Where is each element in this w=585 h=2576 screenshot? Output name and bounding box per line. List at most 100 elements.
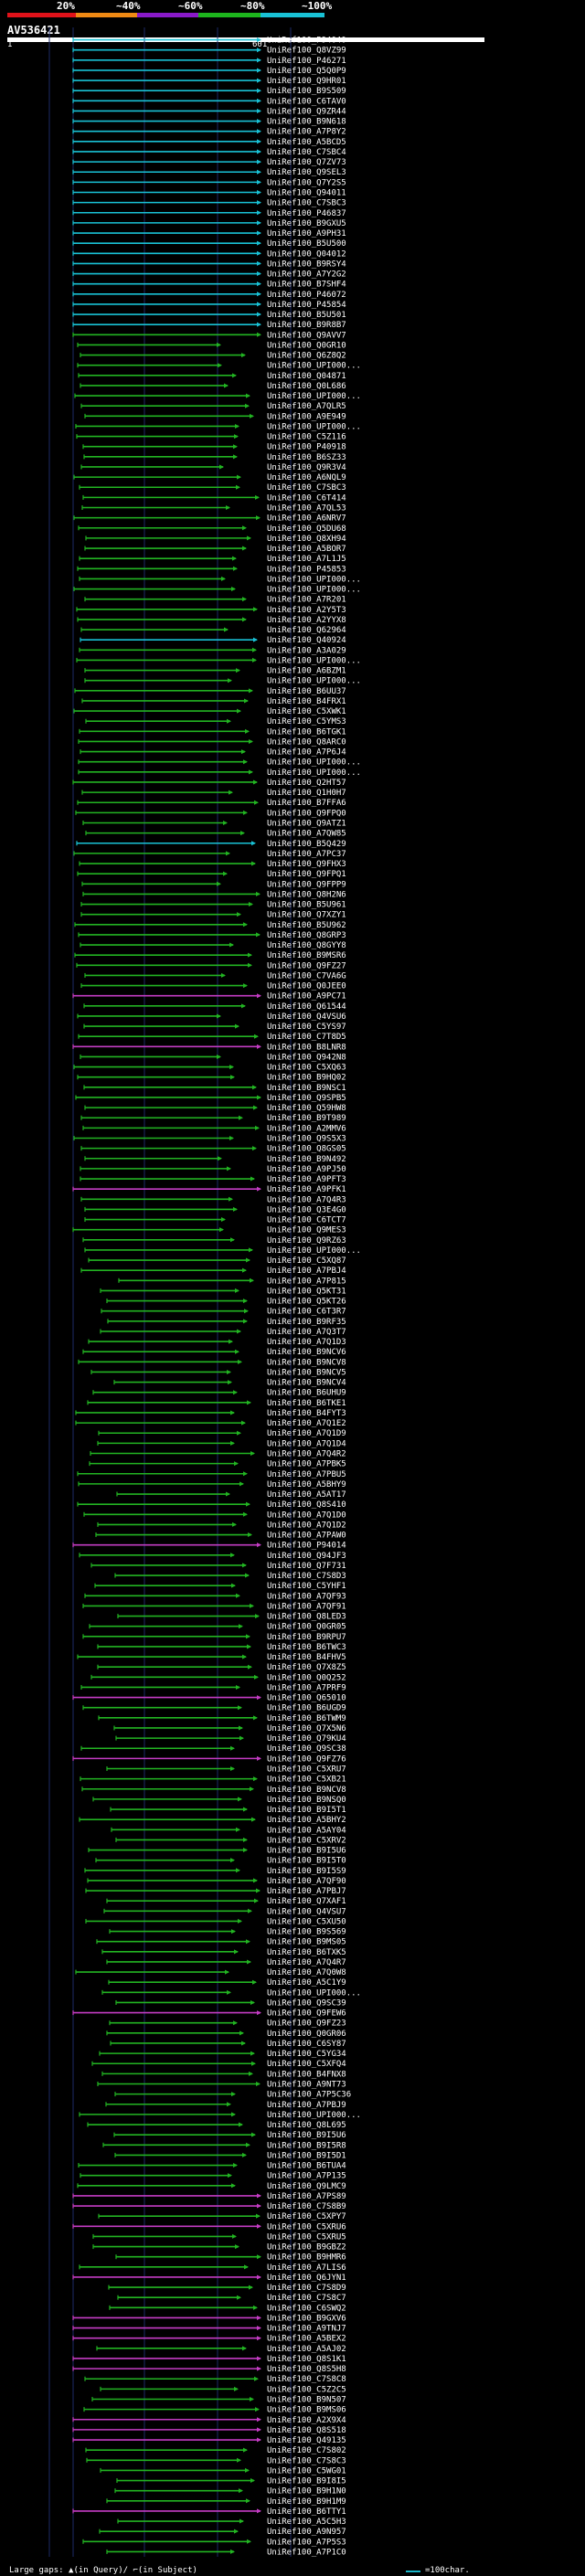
hit-label[interactable]: UniRef100_Q94JF3 — [267, 1552, 346, 1561]
hit-label[interactable]: UniRef100_C6TCT7 — [267, 1216, 346, 1225]
hit-label[interactable]: UniRef100_Q0L686 — [267, 382, 346, 391]
hit-label[interactable]: UniRef100_Q8LED3 — [267, 1613, 346, 1622]
hit-label[interactable]: UniRef100_C5XRU7 — [267, 1765, 346, 1775]
hit-label[interactable]: UniRef100_Q7Y2S5 — [267, 178, 346, 187]
hit-label[interactable]: UniRef100_Q8S518 — [267, 2426, 346, 2435]
hit-label[interactable]: UniRef100_C5YG34 — [267, 2050, 346, 2059]
hit-label[interactable]: UniRef100_Q4VSU6 — [267, 1012, 346, 1022]
hit-label[interactable]: UniRef100_A6NRV7 — [267, 514, 346, 524]
hit-label[interactable]: UniRef100_P46072 — [267, 291, 346, 300]
hit-label[interactable]: UniRef100_B7SHF4 — [267, 281, 346, 290]
hit-label[interactable]: UniRef100_Q9MES3 — [267, 1226, 346, 1235]
hit-label[interactable]: UniRef100_C7T8D5 — [267, 1033, 346, 1042]
hit-label[interactable]: UniRef100_P45854 — [267, 301, 346, 310]
hit-label[interactable]: UniRef100_Q0Q252 — [267, 1673, 346, 1682]
hit-label[interactable]: UniRef100_A7Q4R2 — [267, 1450, 346, 1459]
hit-label[interactable]: UniRef100_C6SY87 — [267, 2040, 346, 2049]
hit-label[interactable]: UniRef100_A7PC37 — [267, 850, 346, 859]
hit-label[interactable]: UniRef100_Q9FZ27 — [267, 961, 346, 970]
hit-label[interactable]: UniRef100_A7Q1D3 — [267, 1338, 346, 1347]
hit-label[interactable]: UniRef100_B6UHU9 — [267, 1389, 346, 1398]
hit-label[interactable]: UniRef100_B6UGD9 — [267, 1704, 346, 1713]
hit-label[interactable]: UniRef100_B9RF35 — [267, 1318, 346, 1327]
hit-label[interactable]: UniRef100_P94040 — [267, 37, 346, 46]
hit-label[interactable]: UniRef100_Q7F731 — [267, 1562, 346, 1571]
hit-label[interactable]: UniRef100_Q9FHX3 — [267, 860, 346, 869]
hit-label[interactable]: UniRef100_A9PH31 — [267, 229, 346, 239]
hit-label[interactable]: UniRef100_B6SZ33 — [267, 453, 346, 462]
hit-label[interactable]: UniRef100_B4FRX1 — [267, 697, 346, 706]
hit-label[interactable]: UniRef100_UPI000... — [267, 677, 361, 686]
hit-label[interactable]: UniRef100_C7S8B9 — [267, 2202, 346, 2211]
hit-label[interactable]: UniRef100_B9S509 — [267, 87, 346, 96]
hit-label[interactable]: UniRef100_Q8H2N6 — [267, 890, 346, 899]
hit-label[interactable]: UniRef100_C7SBC4 — [267, 148, 346, 157]
hit-label[interactable]: UniRef100_A2X9X4 — [267, 2416, 346, 2425]
hit-label[interactable]: UniRef100_Q94011 — [267, 189, 346, 198]
hit-label[interactable]: UniRef100_B9I5D1 — [267, 2151, 346, 2160]
hit-label[interactable]: UniRef100_Q9LMC9 — [267, 2182, 346, 2191]
hit-label[interactable]: UniRef100_B9GBZ2 — [267, 2243, 346, 2253]
hit-label[interactable]: UniRef100_A9NT73 — [267, 2081, 346, 2090]
hit-label[interactable]: UniRef100_B9NCV8 — [267, 1786, 346, 1795]
hit-label[interactable]: UniRef100_Q9SPB5 — [267, 1094, 346, 1103]
hit-label[interactable]: UniRef100_UPI000... — [267, 362, 361, 371]
hit-label[interactable]: UniRef100_Q65010 — [267, 1694, 346, 1703]
hit-label[interactable]: UniRef100_A9PFT3 — [267, 1175, 346, 1184]
hit-label[interactable]: UniRef100_A7P135 — [267, 2172, 346, 2181]
hit-label[interactable]: UniRef100_Q9FEW6 — [267, 2009, 346, 2019]
hit-label[interactable]: UniRef100_B9T989 — [267, 1114, 346, 1123]
hit-label[interactable]: UniRef100_Q2HT57 — [267, 779, 346, 788]
hit-label[interactable]: UniRef100_C6T414 — [267, 493, 346, 503]
hit-label[interactable]: UniRef100_B5U962 — [267, 921, 346, 930]
hit-label[interactable]: UniRef100_Q7X5N6 — [267, 1724, 346, 1733]
hit-label[interactable]: UniRef100_A7QF93 — [267, 1592, 346, 1601]
hit-label[interactable]: UniRef100_B9MS06 — [267, 2406, 346, 2415]
hit-label[interactable]: UniRef100_C5XRU6 — [267, 2222, 346, 2231]
hit-label[interactable]: UniRef100_B6TGK1 — [267, 727, 346, 737]
hit-label[interactable]: UniRef100_B9N618 — [267, 118, 346, 127]
hit-label[interactable]: UniRef100_UPI000... — [267, 656, 361, 665]
hit-label[interactable]: UniRef100_UPI000... — [267, 769, 361, 778]
hit-label[interactable]: UniRef100_Q7XZY1 — [267, 911, 346, 920]
hit-label[interactable]: UniRef100_B6TTY1 — [267, 2507, 346, 2517]
hit-label[interactable]: UniRef100_B9NSQ0 — [267, 1796, 346, 1805]
hit-label[interactable]: UniRef100_Q8ARC0 — [267, 737, 346, 747]
hit-label[interactable]: UniRef100_Q9R3V4 — [267, 463, 346, 472]
hit-label[interactable]: UniRef100_A2MMV6 — [267, 1124, 346, 1133]
hit-label[interactable]: UniRef100_C7S802 — [267, 2446, 346, 2455]
hit-label[interactable]: UniRef100_A6NQL9 — [267, 473, 346, 482]
hit-label[interactable]: UniRef100_A7PBJ7 — [267, 1887, 346, 1896]
hit-label[interactable]: UniRef100_A7Q0W8 — [267, 1968, 346, 1977]
hit-label[interactable]: UniRef100_B9MS05 — [267, 1938, 346, 1947]
hit-label[interactable]: UniRef100_B9HQ02 — [267, 1074, 346, 1083]
hit-label[interactable]: UniRef100_Q04012 — [267, 249, 346, 259]
hit-label[interactable]: UniRef100_B9R8B7 — [267, 321, 346, 330]
hit-label[interactable]: UniRef100_C5YHF1 — [267, 1582, 346, 1591]
hit-label[interactable]: UniRef100_C5XRV2 — [267, 1836, 346, 1845]
hit-label[interactable]: UniRef100_A5AY04 — [267, 1826, 346, 1835]
hit-label[interactable]: UniRef100_Q9FZ23 — [267, 2019, 346, 2029]
hit-label[interactable]: UniRef100_B6TXK5 — [267, 1948, 346, 1957]
hit-label[interactable]: UniRef100_B6TUA4 — [267, 2162, 346, 2171]
hit-label[interactable]: UniRef100_C7VA6G — [267, 971, 346, 981]
hit-label[interactable]: UniRef100_UPI000... — [267, 575, 361, 584]
hit-label[interactable]: UniRef100_Q9SEL3 — [267, 168, 346, 177]
hit-label[interactable]: UniRef100_Q0GR10 — [267, 341, 346, 350]
hit-label[interactable]: UniRef100_P45853 — [267, 565, 346, 574]
hit-label[interactable]: UniRef100_A5BCD5 — [267, 138, 346, 147]
hit-label[interactable]: UniRef100_Q40924 — [267, 636, 346, 645]
hit-label[interactable]: UniRef100_Q9SC38 — [267, 1744, 346, 1754]
hit-label[interactable]: UniRef100_Q8S5H8 — [267, 2365, 346, 2374]
hit-label[interactable]: UniRef100_A7Q3T7 — [267, 1328, 346, 1337]
hit-label[interactable]: UniRef100_Q6JYN1 — [267, 2274, 346, 2283]
hit-label[interactable]: UniRef100_Q0GR05 — [267, 1623, 346, 1632]
hit-label[interactable]: UniRef100_A7Q1D9 — [267, 1429, 346, 1438]
hit-label[interactable]: UniRef100_B6UU37 — [267, 687, 346, 696]
hit-label[interactable]: UniRef100_C5XPY7 — [267, 2212, 346, 2221]
hit-label[interactable]: UniRef100_B9I5T0 — [267, 1857, 346, 1866]
hit-label[interactable]: UniRef100_C5XQ87 — [267, 1256, 346, 1266]
hit-label[interactable]: UniRef100_B9GXV6 — [267, 2314, 346, 2323]
hit-label[interactable]: UniRef100_UPI000... — [267, 1246, 361, 1256]
hit-label[interactable]: UniRef100_A7Q1D0 — [267, 1511, 346, 1520]
